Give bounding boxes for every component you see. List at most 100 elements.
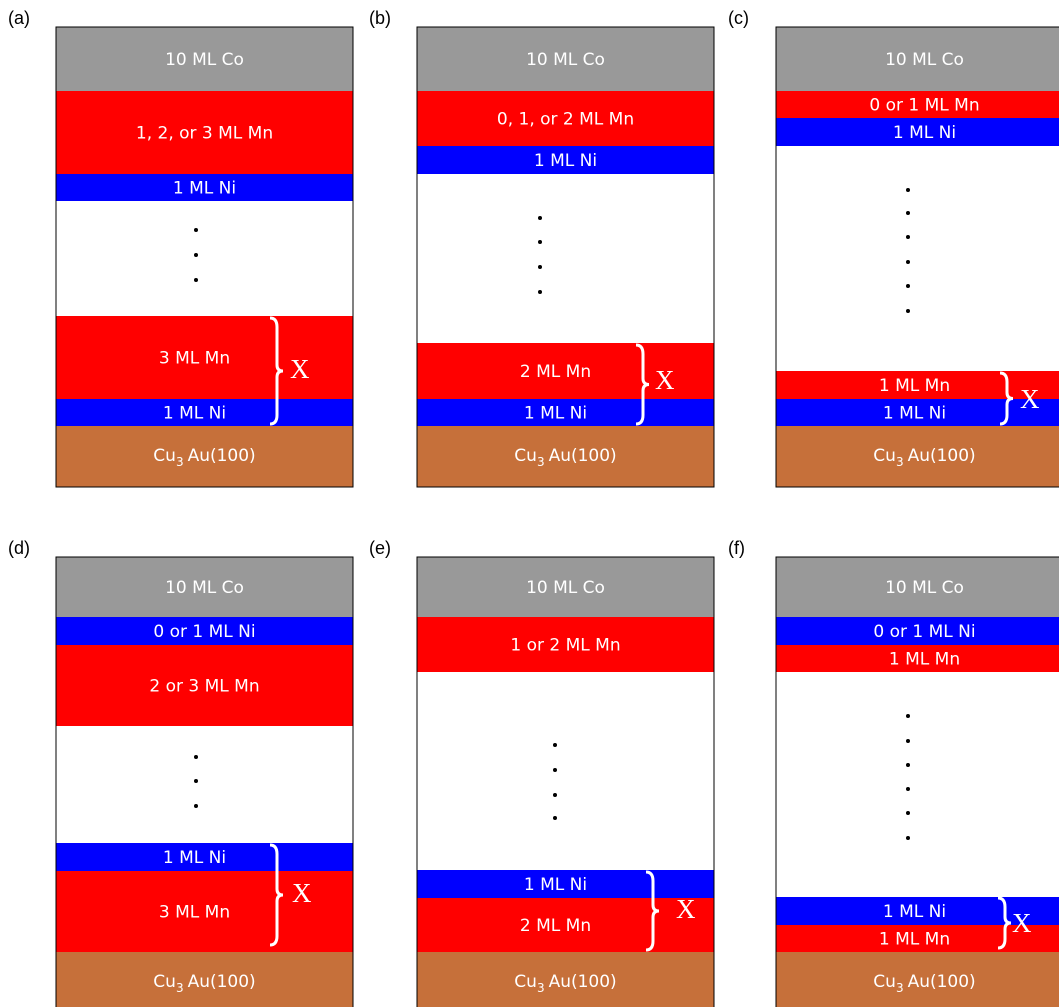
substrate [776, 426, 1059, 487]
layer [417, 27, 714, 91]
layer [776, 645, 1059, 672]
layer [417, 898, 714, 952]
layer-label: 1 ML Mn [889, 650, 960, 670]
layer-label: 2 or 3 ML Mn [149, 677, 259, 697]
layer [56, 316, 353, 399]
substrate-subscript: 3 [176, 981, 184, 995]
layer [776, 91, 1059, 118]
layer [417, 870, 714, 898]
dot [906, 188, 910, 192]
layer-label: 10 ML Co [885, 578, 964, 598]
layer [417, 91, 714, 146]
layer-label: 1 ML Mn [879, 930, 950, 950]
dot [538, 290, 542, 294]
substrate-element: Cu [514, 972, 537, 992]
dot [906, 787, 910, 791]
outline [416, 556, 715, 1007]
layer-label: 3 ML Mn [159, 903, 230, 923]
dot [906, 714, 910, 718]
layer-label: 1 ML Ni [893, 123, 956, 143]
layer-label: 10 ML Co [526, 50, 605, 70]
layer [56, 617, 353, 645]
substrate-rest: Au(100) [908, 972, 976, 992]
dot [553, 768, 557, 772]
substrate-subscript: 3 [176, 455, 184, 469]
substrate-label: Cu3 Au(100) [873, 972, 975, 995]
substrate-element: Cu [153, 446, 176, 466]
outline [416, 26, 715, 488]
layer [56, 91, 353, 174]
substrate [417, 426, 714, 487]
brace [999, 371, 1014, 426]
panel-label: (e) [369, 538, 391, 558]
dot [906, 811, 910, 815]
layer-label: 10 ML Co [885, 50, 964, 70]
dot [538, 216, 542, 220]
layer [776, 27, 1059, 91]
layer [56, 645, 353, 726]
layer [776, 617, 1059, 645]
outline [775, 556, 1059, 1007]
layer [56, 399, 353, 426]
dot [906, 260, 910, 264]
layer-label: 1 ML Mn [879, 376, 950, 396]
layer-label: 1 ML Ni [173, 179, 236, 199]
panel: (f) 10 ML Co 0 or 1 ML Ni 1 ML Mn 1 ML Ni 1 M… [728, 538, 1059, 1007]
layer [776, 371, 1059, 399]
layer-label: 1 ML Ni [163, 848, 226, 868]
bracket-label: X [676, 894, 696, 924]
brace [269, 316, 284, 426]
substrate [56, 952, 353, 1007]
dot [194, 779, 198, 783]
panel-label: (b) [369, 8, 391, 28]
substrate-element: Cu [873, 446, 896, 466]
substrate-subscript: 3 [896, 455, 904, 469]
substrate-rest: Au(100) [188, 446, 256, 466]
layer-label: 3 ML Mn [159, 349, 230, 369]
layer-label: 1 or 2 ML Mn [510, 636, 620, 656]
panel-label: (a) [8, 8, 30, 28]
layer-label: 0 or 1 ML Ni [873, 622, 975, 642]
outline [775, 26, 1059, 488]
panel-label: (f) [728, 538, 745, 558]
dot [906, 284, 910, 288]
layer-label: 10 ML Co [526, 578, 605, 598]
substrate-rest: Au(100) [908, 446, 976, 466]
panel-label: (c) [728, 8, 749, 28]
outline [55, 26, 354, 488]
layer [776, 925, 1059, 952]
layer-label: 0 or 1 ML Mn [869, 96, 979, 116]
panel-label: (d) [8, 538, 30, 558]
panel: (d) 10 ML Co 0 or 1 ML Ni 2 or 3 ML Mn 1 ML … [8, 538, 354, 1007]
dot [906, 235, 910, 239]
substrate-label: Cu3 Au(100) [153, 446, 255, 469]
layer [56, 557, 353, 617]
substrate-label: Cu3 Au(100) [153, 972, 255, 995]
substrate-label: Cu3 Au(100) [514, 446, 616, 469]
substrate-label: Cu3 Au(100) [514, 972, 616, 995]
layer [56, 174, 353, 201]
layer [417, 399, 714, 426]
dot [194, 755, 198, 759]
panel: (b) 10 ML Co 0, 1, or 2 ML Mn 1 ML Ni 2 ML M… [369, 8, 715, 488]
layer [417, 146, 714, 174]
dot [906, 211, 910, 215]
dot [538, 265, 542, 269]
dot [906, 763, 910, 767]
substrate-rest: Au(100) [549, 972, 617, 992]
substrate-rest: Au(100) [549, 446, 617, 466]
bracket-label: X [1012, 908, 1032, 938]
layer [776, 897, 1059, 925]
bracket-label: X [292, 878, 312, 908]
brace [997, 896, 1012, 950]
substrate-label: Cu3 Au(100) [873, 446, 975, 469]
substrate-rest: Au(100) [188, 972, 256, 992]
substrate-subscript: 3 [537, 455, 545, 469]
substrate [776, 952, 1059, 1007]
panel: (e) 10 ML Co 1 or 2 ML Mn 1 ML Ni 2 ML Mn Cu3… [369, 538, 715, 1007]
dot [194, 228, 198, 232]
bracket-label: X [1020, 384, 1040, 414]
brace [635, 343, 650, 426]
layer [56, 843, 353, 871]
layer [56, 27, 353, 91]
